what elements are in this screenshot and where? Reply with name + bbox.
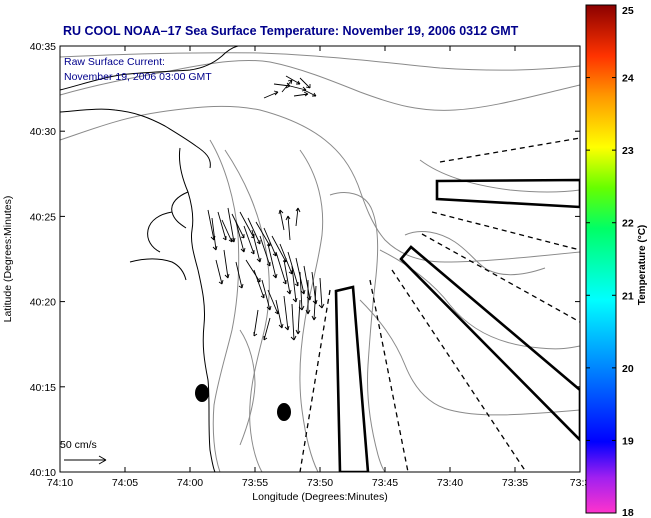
- x-tick: 73:50: [307, 46, 333, 489]
- colorbar-tick-label: 20: [622, 363, 634, 375]
- y-tick: 40:30: [30, 126, 580, 138]
- colorbar-tick: 25: [586, 4, 634, 17]
- x-tick: 74:00: [177, 46, 203, 489]
- colorbar-tick-label: 24: [622, 73, 634, 85]
- surface-current-vectors: [207, 75, 325, 341]
- scale-label: 50 cm/s: [60, 439, 97, 451]
- colorbar-tick: 20: [586, 363, 634, 375]
- colorbar-tick: 18: [586, 507, 634, 518]
- x-tick-label: 74:00: [177, 477, 203, 489]
- colorbar-tick: 19: [586, 435, 634, 447]
- chart-title: RU COOL NOAA–17 Sea Surface Temperature:…: [63, 24, 519, 38]
- x-tick-label: 74:05: [112, 477, 138, 489]
- colorbar-ticks: 25 24 23 22 21 20 19 18: [586, 4, 634, 518]
- colorbar-tick-label: 22: [622, 218, 634, 230]
- y-tick-label: 40:15: [30, 382, 56, 394]
- traffic-lane-outlines: [334, 178, 580, 472]
- y-tick-label: 40:35: [30, 41, 56, 53]
- legend-line-1: Raw Surface Current:: [64, 56, 165, 68]
- bathymetry-contours: [60, 52, 580, 472]
- y-tick-label: 40:30: [30, 126, 56, 138]
- x-tick: 73:40: [437, 46, 463, 489]
- map-plot-area: Raw Surface Current: November 19, 2006 0…: [60, 46, 580, 472]
- x-tick-label: 73:45: [372, 477, 398, 489]
- y-tick: 40:20: [30, 297, 580, 309]
- x-axis-label: Longitude (Degrees:Minutes): [252, 491, 387, 503]
- colorbar-tick-label: 19: [622, 435, 634, 447]
- colorbar-tick-label: 18: [622, 507, 634, 518]
- scale-arrow: [64, 455, 107, 465]
- marker-west: [195, 384, 209, 402]
- marker-east: [277, 403, 291, 421]
- colorbar-label: Temperature (°C): [637, 225, 648, 306]
- y-tick: 40:10: [30, 467, 580, 479]
- legend-line-2: November 19, 2006 03:00 GMT: [64, 71, 212, 83]
- x-tick-label: 73:55: [242, 477, 268, 489]
- y-tick: 40:15: [30, 382, 580, 394]
- dashed-lane-lines: [299, 137, 580, 472]
- colorbar-tick-label: 23: [622, 145, 634, 157]
- x-tick: 73:35: [502, 46, 528, 489]
- x-tick: 74:05: [112, 46, 138, 489]
- colorbar-tick: 21: [586, 290, 634, 302]
- x-tick: 73:55: [242, 46, 268, 489]
- colorbar-tick-label: 21: [622, 290, 634, 302]
- y-tick-label: 40:10: [30, 467, 56, 479]
- x-tick: 73:3: [570, 46, 591, 489]
- x-tick-label: 74:10: [47, 477, 73, 489]
- y-tick: 40:25: [30, 211, 580, 223]
- colorbar-tick-label: 25: [622, 5, 634, 17]
- coastline: [60, 46, 239, 472]
- y-tick: 40:35: [30, 41, 580, 53]
- y-axis-ticks: 40:35 40:30 40:25 40:20 40:15 40:10: [30, 41, 580, 479]
- x-tick-label: 73:35: [502, 477, 528, 489]
- colorbar-tick: 22: [586, 218, 634, 230]
- x-tick-label: 73:50: [307, 477, 333, 489]
- x-tick: 74:10: [47, 46, 73, 489]
- x-tick-label: 73:40: [437, 477, 463, 489]
- y-tick-label: 40:20: [30, 297, 56, 309]
- y-axis-label: Latitude (Degrees:Minutes): [2, 196, 14, 323]
- colorbar: [585, 4, 617, 514]
- x-axis-ticks: 74:10 74:05 74:00 73:55 73:50 73:45 73:40 73:35…: [47, 46, 591, 489]
- x-tick: 73:45: [372, 46, 398, 489]
- x-tick-label: 73:3: [570, 477, 591, 489]
- y-tick-label: 40:25: [30, 211, 56, 223]
- colorbar-tick: 24: [586, 73, 634, 85]
- colorbar-tick: 23: [586, 145, 634, 157]
